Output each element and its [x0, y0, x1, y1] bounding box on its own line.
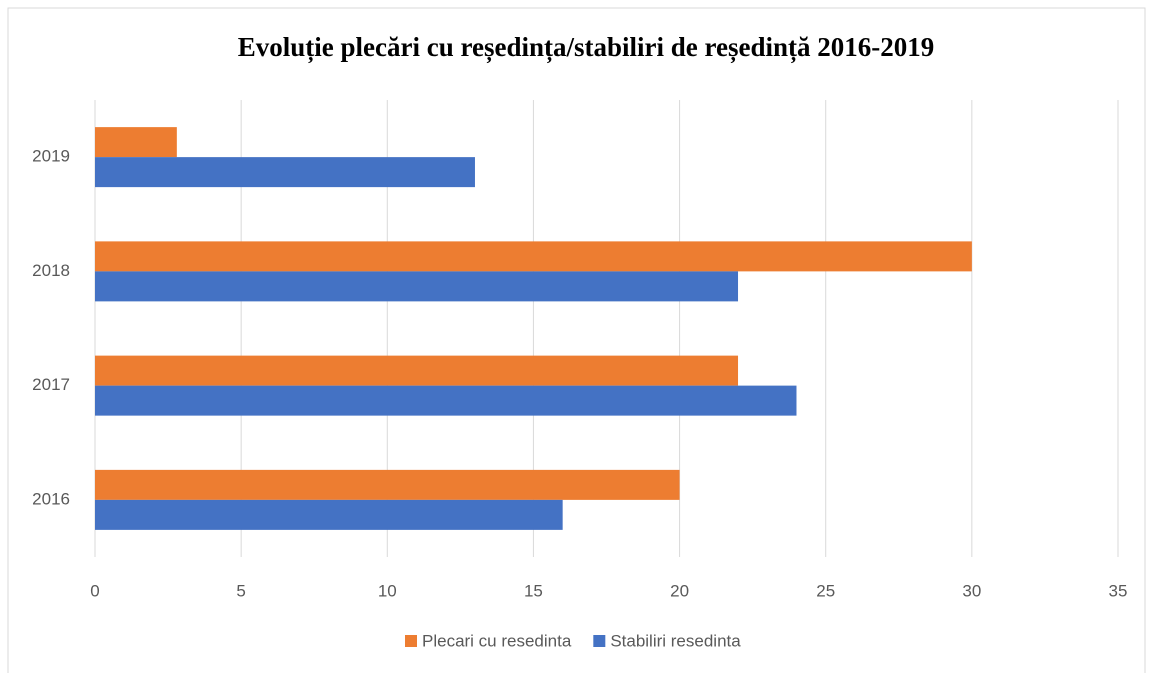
x-tick-label: 30 [962, 581, 981, 600]
chart-title: Evoluție plecări cu reședința/stabiliri … [238, 32, 934, 63]
bar [95, 271, 739, 302]
x-tick-label: 20 [670, 581, 689, 600]
y-tick-label: 2017 [32, 375, 70, 394]
y-tick-label: 2018 [32, 261, 70, 280]
bar [95, 385, 797, 416]
bar [95, 157, 475, 188]
legend-label: Plecari cu resedinta [422, 631, 572, 650]
x-tick-label: 5 [236, 581, 245, 600]
x-tick-label: 15 [524, 581, 543, 600]
bar [95, 499, 563, 530]
legend-swatch [405, 635, 417, 647]
bar [95, 355, 739, 386]
bar [95, 469, 680, 500]
x-tick-label: 10 [378, 581, 397, 600]
x-tick-label: 25 [816, 581, 835, 600]
bar [95, 241, 972, 272]
y-tick-label: 2019 [32, 147, 70, 166]
legend-swatch [593, 635, 606, 647]
chart-border [7, 7, 1146, 673]
bar [95, 127, 177, 158]
legend-label: Stabiliri resedinta [610, 631, 741, 650]
y-tick-label: 2016 [32, 489, 70, 508]
x-tick-label: 0 [90, 581, 99, 600]
x-tick-label: 35 [1109, 581, 1128, 600]
